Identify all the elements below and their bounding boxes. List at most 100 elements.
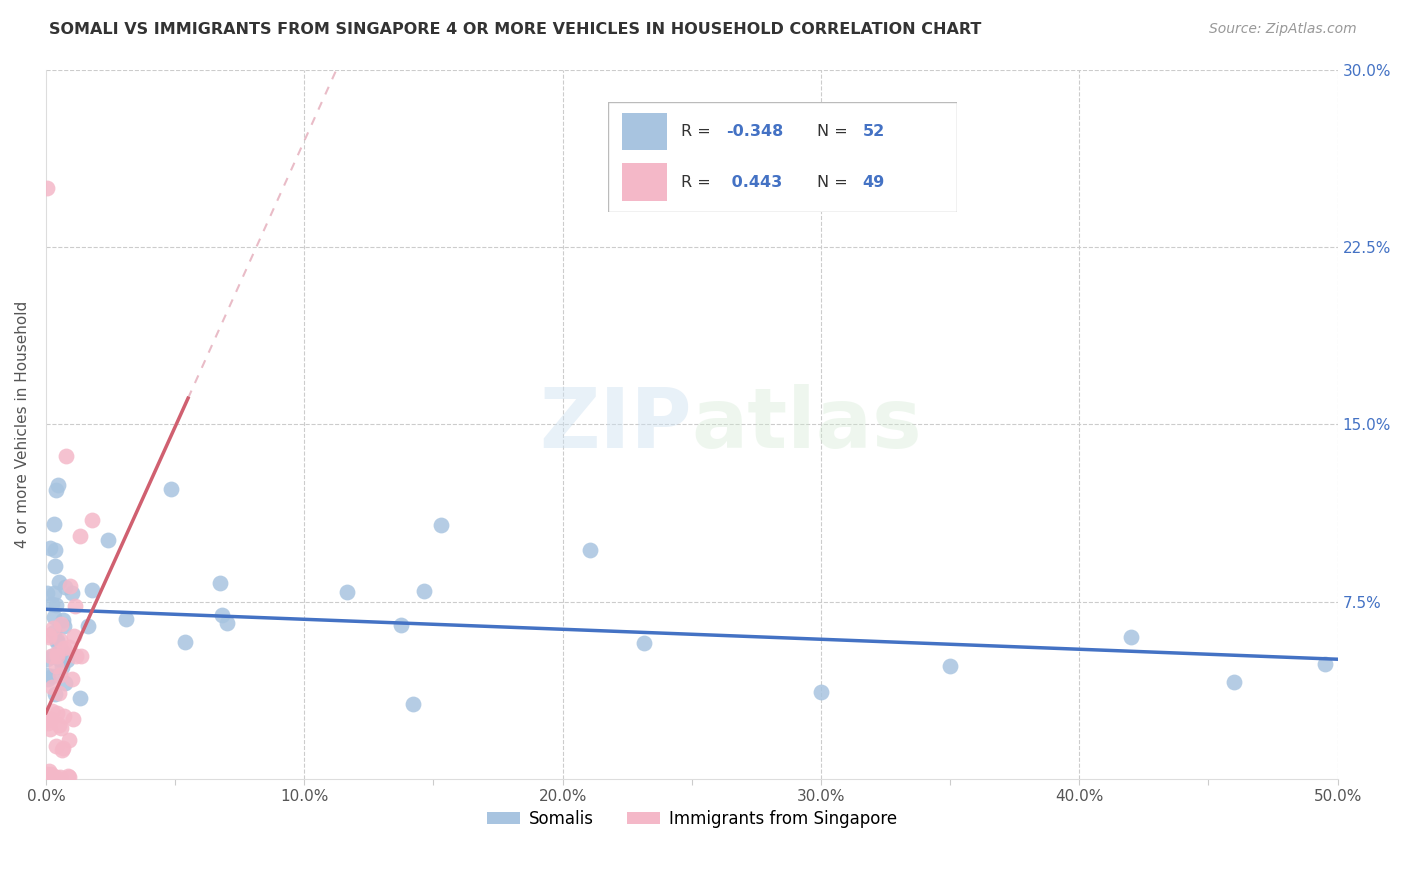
Point [42, 770, 65, 784]
Point [48, 770, 70, 784]
Point [53, 619, 76, 633]
Point [42, 610, 65, 624]
Point [60, 672, 83, 686]
Point [402, 698, 425, 712]
Point [412, 583, 434, 598]
Point [53, 580, 76, 594]
Point [45, 739, 67, 754]
Point [41, 669, 63, 683]
Point [38, 764, 60, 779]
Point [44, 542, 66, 557]
Point [41, 648, 63, 663]
Point [42, 516, 65, 531]
Point [63, 629, 86, 643]
Point [51, 644, 73, 658]
Point [45, 599, 67, 613]
Point [62, 712, 84, 726]
Point [55, 449, 77, 463]
Point [41, 598, 63, 612]
Point [46, 649, 69, 664]
Point [58, 733, 80, 747]
Legend: Somalis, Immigrants from Singapore: Somalis, Immigrants from Singapore [481, 803, 904, 834]
Point [52, 741, 75, 756]
Point [48, 668, 70, 682]
Point [38, 628, 60, 642]
Point [39, 648, 62, 663]
Point [48, 685, 70, 699]
Point [42, 621, 65, 635]
Point [51, 617, 73, 632]
Point [44, 585, 66, 599]
Text: atlas: atlas [692, 384, 922, 465]
Point [1313, 657, 1336, 672]
Text: Source: ZipAtlas.com: Source: ZipAtlas.com [1209, 22, 1357, 37]
Point [39, 723, 62, 737]
Point [65, 648, 87, 663]
Point [39, 770, 62, 784]
Text: SOMALI VS IMMIGRANTS FROM SINGAPORE 4 OR MORE VEHICLES IN HOUSEHOLD CORRELATION : SOMALI VS IMMIGRANTS FROM SINGAPORE 4 OR… [49, 22, 981, 37]
Point [70, 649, 93, 664]
Point [48, 574, 70, 589]
Point [45, 646, 67, 660]
Point [82, 513, 104, 527]
Point [97, 533, 120, 548]
Point [39, 770, 62, 784]
Point [37, 716, 59, 731]
Point [46, 706, 69, 720]
Point [41, 704, 63, 718]
Point [336, 585, 359, 599]
Point [579, 542, 602, 557]
Point [37, 766, 59, 780]
Point [39, 541, 62, 556]
Point [41, 770, 63, 784]
Point [69, 691, 91, 706]
Point [37, 668, 59, 682]
Point [389, 618, 412, 632]
Point [51, 721, 73, 735]
Point [37, 672, 59, 686]
Point [37, 714, 59, 728]
Point [38, 630, 60, 644]
Point [56, 769, 79, 783]
Point [429, 517, 451, 532]
Point [115, 612, 138, 626]
Point [1223, 675, 1246, 690]
Point [44, 687, 66, 701]
Point [37, 652, 59, 666]
Point [633, 636, 655, 650]
Point [55, 652, 77, 666]
Point [939, 658, 962, 673]
Point [45, 770, 67, 784]
Point [211, 607, 233, 622]
Point [60, 586, 83, 600]
Point [53, 676, 76, 690]
Point [48, 478, 70, 492]
Point [65, 599, 87, 613]
Point [49, 633, 72, 648]
Text: ZIP: ZIP [540, 384, 692, 465]
Point [1119, 630, 1142, 644]
Y-axis label: 4 or more Vehicles in Household: 4 or more Vehicles in Household [15, 301, 30, 548]
Point [51, 660, 73, 674]
Point [208, 576, 231, 591]
Point [53, 641, 76, 656]
Point [810, 685, 832, 699]
Point [58, 770, 80, 784]
Point [39, 712, 62, 726]
Point [69, 529, 91, 543]
Point [48, 652, 70, 666]
Point [77, 619, 100, 633]
Point [37, 586, 59, 600]
Point [41, 680, 63, 694]
Point [39, 767, 62, 781]
Point [45, 659, 67, 673]
Point [46, 632, 69, 647]
Point [37, 181, 59, 195]
Point [45, 483, 67, 497]
Point [59, 579, 82, 593]
Point [48, 718, 70, 732]
Point [159, 482, 181, 496]
Point [174, 635, 197, 649]
Point [215, 616, 238, 631]
Point [46, 634, 69, 648]
